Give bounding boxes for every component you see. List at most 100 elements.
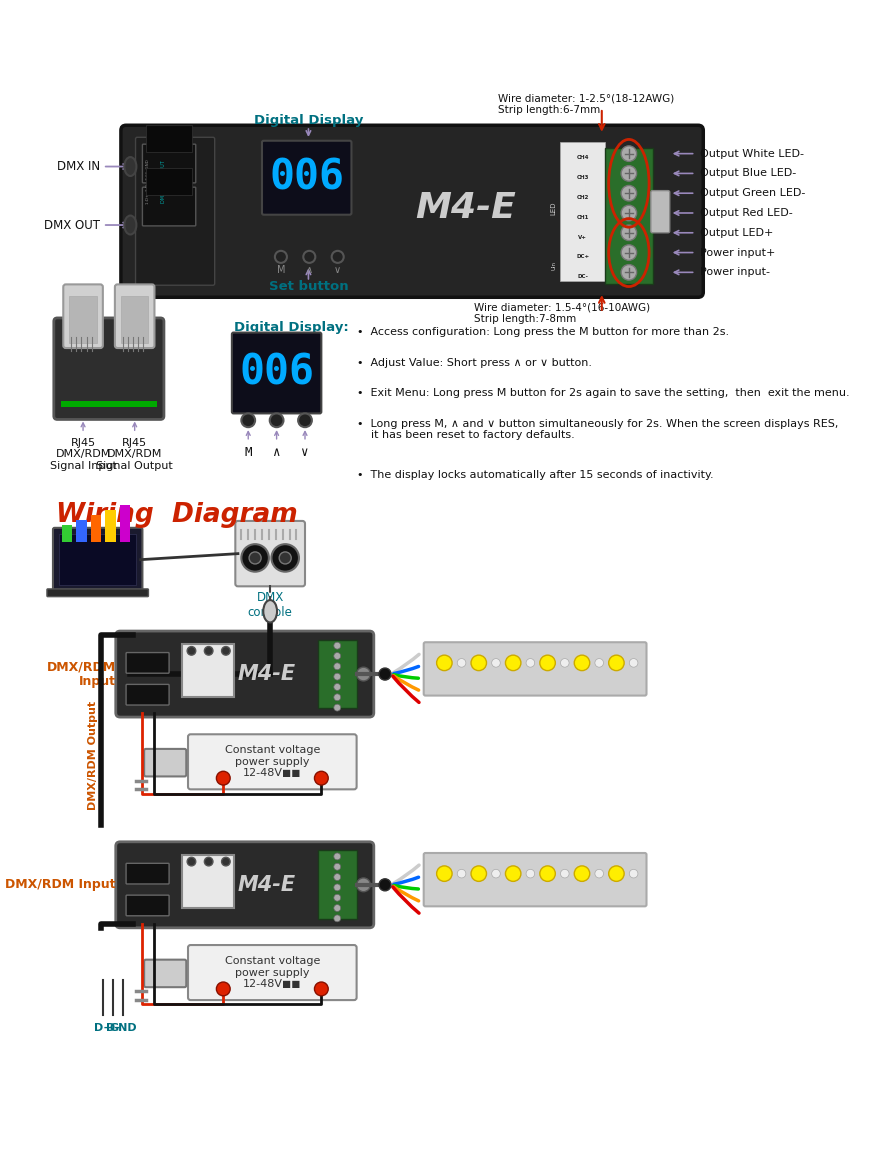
FancyBboxPatch shape <box>54 318 164 419</box>
Text: •  Adjust Value: Short press ∧ or ∨ button.: • Adjust Value: Short press ∧ or ∨ butto… <box>356 358 591 369</box>
FancyBboxPatch shape <box>142 144 196 183</box>
Circle shape <box>314 772 328 785</box>
FancyBboxPatch shape <box>188 734 356 789</box>
Circle shape <box>436 655 451 670</box>
Text: V+: V+ <box>578 235 586 240</box>
Circle shape <box>620 185 636 200</box>
Text: ∧: ∧ <box>306 265 313 275</box>
Circle shape <box>274 251 287 263</box>
FancyBboxPatch shape <box>262 141 351 214</box>
Ellipse shape <box>124 157 136 176</box>
Text: 006: 006 <box>269 157 344 198</box>
Text: Output LED+: Output LED+ <box>699 228 772 237</box>
Text: DMX IN: DMX IN <box>57 160 100 173</box>
Text: DMX IN DMX OUT: DMX IN DMX OUT <box>160 160 165 204</box>
Ellipse shape <box>124 215 136 235</box>
Circle shape <box>187 646 196 655</box>
Ellipse shape <box>263 600 277 622</box>
Circle shape <box>595 659 603 667</box>
Circle shape <box>628 870 637 878</box>
Text: LED: LED <box>550 202 556 214</box>
Text: M4-E: M4-E <box>237 874 295 895</box>
Text: RJ45
DMX/RDM
Signal Output: RJ45 DMX/RDM Signal Output <box>97 438 173 471</box>
Text: DMX/RDM Input: DMX/RDM Input <box>5 878 115 892</box>
Circle shape <box>620 205 636 221</box>
FancyBboxPatch shape <box>126 863 169 884</box>
Text: 006: 006 <box>239 353 314 394</box>
Circle shape <box>560 659 569 667</box>
Circle shape <box>241 414 255 427</box>
Text: DC-: DC- <box>577 274 587 279</box>
Text: DMX
console: DMX console <box>248 591 292 619</box>
Circle shape <box>269 414 283 427</box>
Circle shape <box>187 857 196 866</box>
FancyBboxPatch shape <box>181 855 233 908</box>
Circle shape <box>204 857 213 866</box>
Text: D-: D- <box>106 1023 120 1033</box>
Circle shape <box>333 884 341 890</box>
Circle shape <box>332 251 343 263</box>
Text: DC+: DC+ <box>576 255 589 259</box>
FancyBboxPatch shape <box>144 749 186 776</box>
Circle shape <box>560 870 569 878</box>
Circle shape <box>378 668 391 680</box>
Circle shape <box>505 866 520 881</box>
Circle shape <box>222 646 230 655</box>
Circle shape <box>608 655 623 670</box>
Circle shape <box>204 646 213 655</box>
Text: •  Access configuration: Long press the M button for more than 2s.: • Access configuration: Long press the M… <box>356 327 728 338</box>
Text: ∨: ∨ <box>301 447 308 460</box>
FancyBboxPatch shape <box>235 521 305 586</box>
Circle shape <box>620 265 636 280</box>
Circle shape <box>333 915 341 922</box>
Text: D+: D+ <box>94 1023 112 1033</box>
Bar <box>105 510 115 543</box>
FancyBboxPatch shape <box>188 945 356 1000</box>
FancyBboxPatch shape <box>121 126 703 297</box>
Bar <box>62 525 72 543</box>
Text: RJ45
DMX/RDM
Signal Input: RJ45 DMX/RDM Signal Input <box>49 438 116 471</box>
Text: ∧: ∧ <box>273 447 280 460</box>
Text: •  Exit Menu: Long press M button for 2s again to save the setting,  then  exit : • Exit Menu: Long press M button for 2s … <box>356 388 848 399</box>
Circle shape <box>457 870 466 878</box>
Text: Output Red LED-: Output Red LED- <box>699 209 792 218</box>
Circle shape <box>222 857 230 866</box>
Circle shape <box>457 659 466 667</box>
Text: CH1: CH1 <box>576 214 588 220</box>
Circle shape <box>526 870 534 878</box>
Text: Output Green LED-: Output Green LED- <box>699 188 805 198</box>
Text: M4-E: M4-E <box>415 191 516 225</box>
FancyBboxPatch shape <box>181 644 233 697</box>
Circle shape <box>333 694 341 700</box>
Circle shape <box>628 659 637 667</box>
Circle shape <box>249 552 261 564</box>
Text: •  Long press M, ∧ and ∨ button simultaneously for 2s. When the screen displays : • Long press M, ∧ and ∨ button simultane… <box>356 418 837 440</box>
Circle shape <box>216 772 230 785</box>
Circle shape <box>470 866 486 881</box>
Circle shape <box>608 866 623 881</box>
Text: CH2: CH2 <box>576 195 588 200</box>
FancyBboxPatch shape <box>650 190 669 233</box>
Circle shape <box>491 659 500 667</box>
FancyBboxPatch shape <box>135 137 215 286</box>
Text: •  The display locks automatically after 15 seconds of inactivity.: • The display locks automatically after … <box>356 470 713 480</box>
Text: Constant voltage
power supply
12-48V◼◼: Constant voltage power supply 12-48V◼◼ <box>224 745 320 779</box>
Circle shape <box>333 662 341 669</box>
Circle shape <box>574 655 589 670</box>
FancyBboxPatch shape <box>423 852 645 907</box>
Circle shape <box>333 704 341 711</box>
Circle shape <box>356 878 370 892</box>
FancyBboxPatch shape <box>423 642 645 696</box>
FancyBboxPatch shape <box>604 147 652 283</box>
Bar <box>120 505 131 543</box>
FancyBboxPatch shape <box>115 842 374 927</box>
Text: Constant voltage
power supply
12-48V◼◼: Constant voltage power supply 12-48V◼◼ <box>224 956 320 990</box>
Text: ∨: ∨ <box>333 265 341 275</box>
Circle shape <box>539 655 554 670</box>
Circle shape <box>271 544 299 571</box>
Circle shape <box>526 659 534 667</box>
Text: Digital Display:: Digital Display: <box>233 321 348 334</box>
Text: Output White LED-: Output White LED- <box>699 149 803 159</box>
FancyBboxPatch shape <box>121 296 148 343</box>
Text: CH4: CH4 <box>576 156 588 160</box>
